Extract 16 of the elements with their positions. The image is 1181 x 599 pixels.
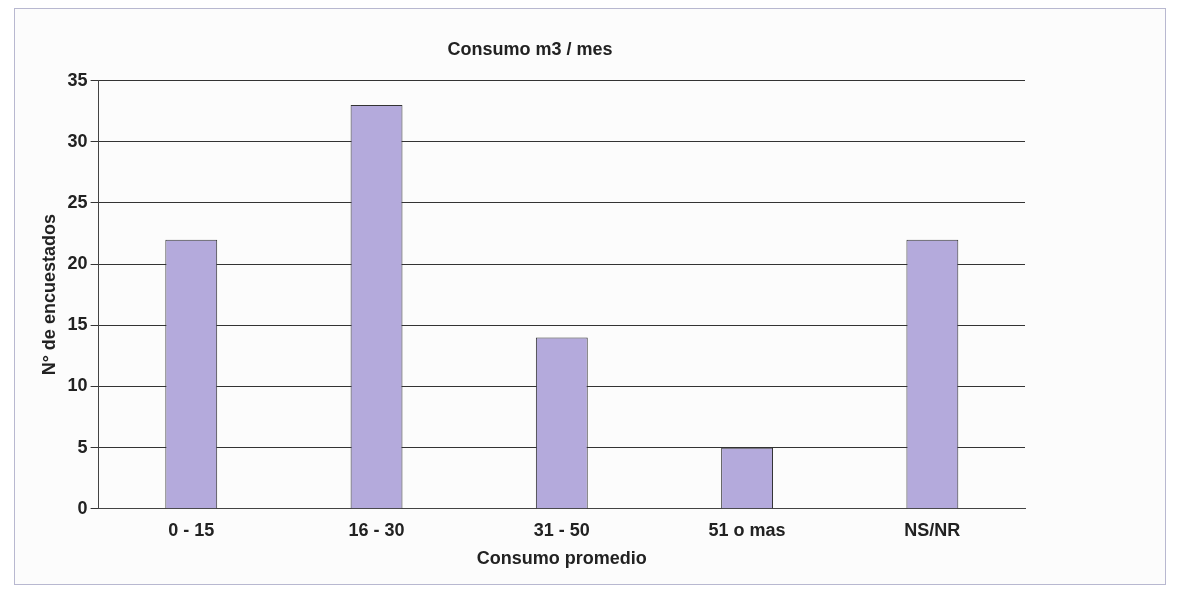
y-tick-label: 35 bbox=[67, 69, 88, 90]
y-tick-label: 25 bbox=[67, 191, 88, 212]
y-tick-label: 15 bbox=[67, 314, 88, 335]
x-tick-label: 51 o mas bbox=[708, 519, 786, 540]
y-tick-label: 0 bbox=[77, 497, 88, 518]
x-tick-label: NS/NR bbox=[904, 519, 961, 540]
x-tick-label: 31 - 50 bbox=[533, 519, 590, 540]
chart-title: Consumo m3 / mes bbox=[447, 38, 613, 59]
y-tick-label: 30 bbox=[67, 130, 88, 151]
y-axis-title: N° de encuestados bbox=[38, 214, 59, 376]
x-axis-title: Consumo promedio bbox=[476, 548, 647, 569]
y-tick-label: 10 bbox=[67, 375, 88, 396]
y-tick-label: 5 bbox=[77, 436, 88, 457]
x-tick-label: 0 - 15 bbox=[168, 519, 215, 540]
x-tick-label: 16 - 30 bbox=[348, 519, 405, 540]
y-tick-label: 20 bbox=[67, 253, 88, 274]
